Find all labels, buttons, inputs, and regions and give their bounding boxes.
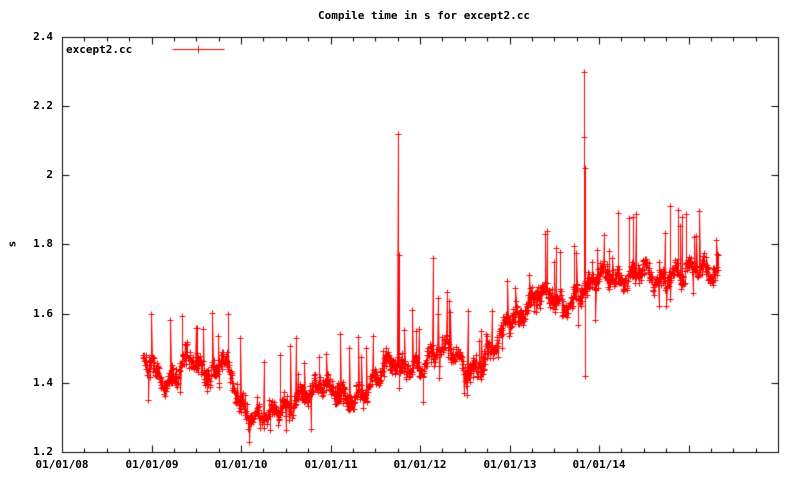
- legend-label: except2.cc: [66, 43, 133, 56]
- x-tick-label: 01/01/09: [125, 458, 179, 471]
- y-tick-label: 1.4: [33, 376, 53, 389]
- x-tick-label: 01/01/13: [483, 458, 537, 471]
- y-tick-label: 1.2: [33, 445, 53, 458]
- y-tick-label: 2.2: [33, 99, 53, 112]
- x-tick-label: 01/01/11: [304, 458, 358, 471]
- x-tick-label: 01/01/08: [35, 458, 89, 471]
- x-tick-label: 01/01/12: [393, 458, 447, 471]
- x-tick-label: 01/01/10: [214, 458, 268, 471]
- y-tick-label: 1.6: [33, 307, 53, 320]
- y-tick-label: 2.4: [33, 30, 53, 43]
- x-tick-label: 01/01/14: [572, 458, 626, 471]
- y-tick-label: 2: [46, 168, 53, 181]
- chart-title: Compile time in s for except2.cc: [318, 9, 530, 22]
- y-tick-label: 1.8: [33, 237, 53, 250]
